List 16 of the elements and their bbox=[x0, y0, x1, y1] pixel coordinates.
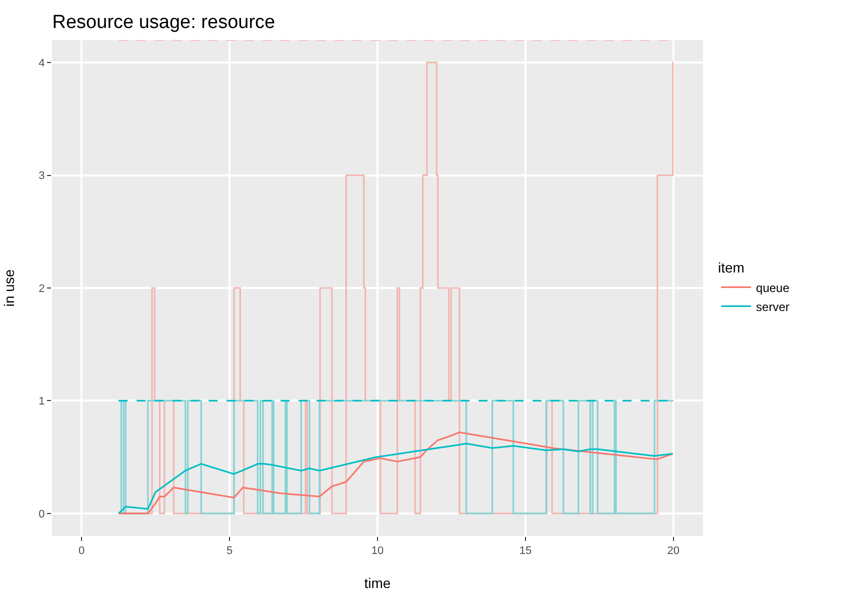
y-tick-label: 4 bbox=[38, 57, 45, 70]
y-tick-label: 0 bbox=[38, 508, 45, 520]
y-axis-title: in use bbox=[1, 269, 17, 307]
x-tick-label: 0 bbox=[78, 545, 85, 558]
chart-title: Resource usage: resource bbox=[52, 12, 276, 34]
x-tick-label: 15 bbox=[519, 545, 532, 558]
x-tick-label: 20 bbox=[667, 545, 680, 558]
x-tick-label: 5 bbox=[226, 545, 233, 558]
y-tick-label: 3 bbox=[38, 170, 45, 182]
legend-label: server bbox=[756, 300, 790, 314]
y-tick-label: 2 bbox=[38, 282, 45, 295]
x-tick-label: 10 bbox=[371, 545, 384, 558]
y-tick-label: 1 bbox=[38, 396, 45, 408]
x-axis-title: time bbox=[364, 575, 391, 591]
legend-title: item bbox=[718, 260, 744, 276]
legend-label: queue bbox=[756, 280, 790, 295]
